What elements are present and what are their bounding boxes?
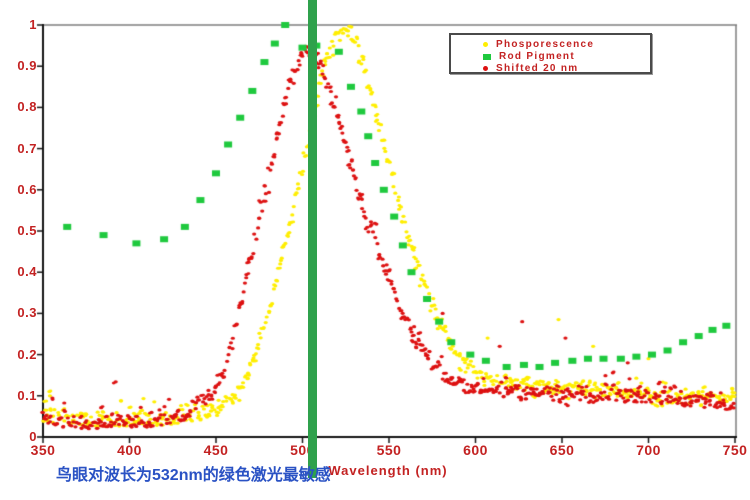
legend-label: Phosporescence: [496, 39, 595, 50]
y-tick-label: 1: [29, 17, 37, 32]
y-tick-label: 0.8: [17, 99, 37, 115]
x-tick-label: 650: [549, 442, 575, 458]
x-tick-label: 350: [30, 442, 56, 458]
y-tick-label: 0.1: [17, 387, 37, 403]
x-tick-label: 700: [636, 442, 661, 458]
legend-square-icon: [483, 53, 491, 60]
legend-item: Phosporescence: [483, 39, 650, 50]
x-tick-label: 750: [722, 442, 748, 458]
x-axis-label: Wavelength (nm): [328, 463, 448, 478]
y-tick-label: 0.7: [17, 140, 37, 156]
y-tick-label: 0.6: [17, 181, 37, 197]
legend-item: Shifted 20 nm: [483, 63, 650, 74]
y-tick-label: 0.5: [17, 223, 37, 238]
caption-text: 鸟眼对波长为532nm的绿色激光最敏感: [56, 467, 331, 484]
legend-label: Shifted 20 nm: [496, 63, 579, 74]
x-tick-label: 400: [117, 442, 142, 458]
legend-item: Rod Pigment: [483, 51, 650, 62]
y-tick-label: 0.9: [17, 58, 37, 74]
y-tick-label: 0.2: [17, 346, 37, 362]
chart-legend: Phosporescence Rod Pigment Shifted 20 nm: [449, 33, 652, 74]
legend-label: Rod Pigment: [499, 51, 575, 62]
y-tick-label: 0.4: [17, 264, 37, 280]
x-tick-label: 600: [463, 442, 488, 458]
green-vline-marker: [308, 0, 318, 478]
y-tick-label: 0.3: [17, 305, 37, 321]
y-tick-label: 0: [29, 429, 37, 444]
x-tick-label: 550: [376, 442, 402, 458]
x-tick-label: 500: [290, 442, 315, 458]
x-tick-label: 450: [203, 442, 229, 458]
legend-dot-icon: [483, 42, 488, 47]
legend-dot-icon: [483, 66, 488, 71]
